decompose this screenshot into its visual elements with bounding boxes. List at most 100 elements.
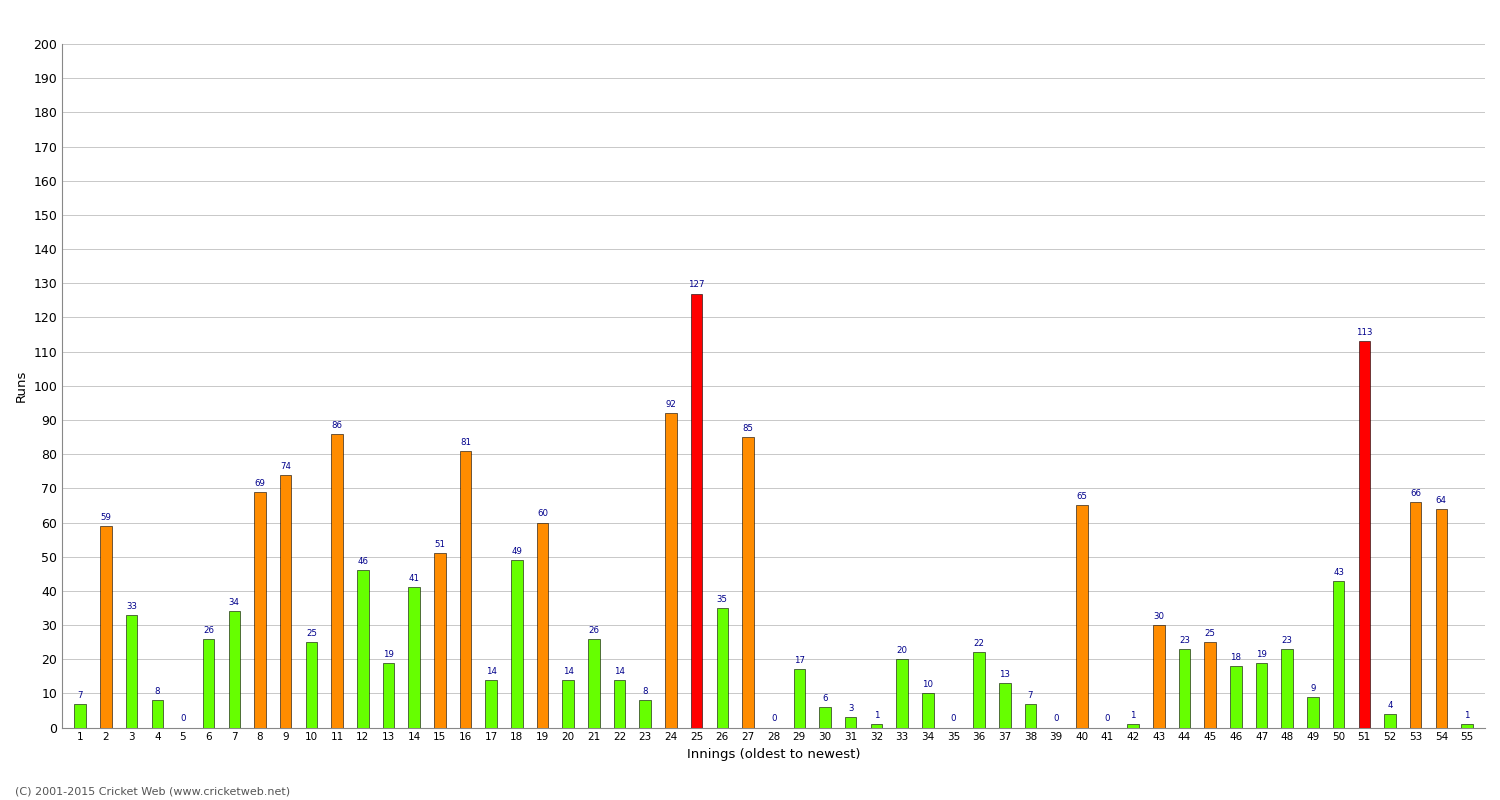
Bar (433, 554, 445, 727)
Text: 10: 10 (922, 680, 933, 690)
Bar (1384, 714, 1396, 727)
Text: 22: 22 (974, 639, 984, 648)
Text: 19: 19 (382, 650, 394, 658)
Bar (1334, 581, 1344, 727)
Text: 34: 34 (230, 598, 240, 607)
Text: 127: 127 (688, 281, 705, 290)
Bar (1024, 704, 1036, 727)
Text: 4: 4 (1388, 701, 1392, 710)
Bar (562, 680, 574, 727)
Text: 49: 49 (512, 547, 522, 556)
Bar (1436, 509, 1448, 727)
Text: 3: 3 (847, 704, 853, 714)
Text: 0: 0 (771, 714, 777, 723)
Text: 7: 7 (1028, 690, 1033, 699)
Bar (742, 437, 753, 727)
Bar (1230, 666, 1242, 727)
Text: 1: 1 (873, 711, 879, 720)
Text: 7: 7 (78, 690, 82, 699)
Text: 20: 20 (897, 646, 908, 655)
Bar (1204, 642, 1216, 727)
Bar (692, 294, 702, 727)
Bar (1359, 342, 1370, 727)
Text: 43: 43 (1334, 567, 1344, 577)
Text: 1: 1 (1131, 711, 1136, 720)
Bar (870, 724, 882, 727)
Bar (717, 608, 728, 727)
Bar (588, 638, 600, 727)
Text: 8: 8 (642, 687, 648, 696)
Bar (664, 413, 676, 727)
Text: 14: 14 (562, 666, 573, 676)
Bar (1461, 724, 1473, 727)
Bar (1076, 506, 1088, 727)
Text: 64: 64 (1436, 496, 1448, 505)
Text: 14: 14 (614, 666, 626, 676)
Text: 86: 86 (332, 421, 342, 430)
Text: 1: 1 (1464, 711, 1470, 720)
Bar (1410, 502, 1422, 727)
Bar (332, 434, 344, 727)
Bar (280, 474, 291, 727)
Text: 13: 13 (999, 670, 1011, 679)
Text: 113: 113 (1356, 328, 1372, 338)
Bar (1154, 625, 1164, 727)
Text: 23: 23 (1179, 636, 1190, 645)
Bar (512, 560, 522, 727)
Bar (1281, 649, 1293, 727)
Bar (459, 450, 471, 727)
Bar (100, 526, 111, 727)
Text: 0: 0 (951, 714, 956, 723)
Bar (794, 670, 806, 727)
Bar (922, 694, 933, 727)
Text: 33: 33 (126, 602, 136, 610)
Bar (1306, 697, 1318, 727)
Bar (152, 700, 164, 727)
Bar (357, 570, 369, 727)
Text: 19: 19 (1256, 650, 1268, 658)
Text: 51: 51 (435, 540, 445, 549)
Text: 30: 30 (1154, 612, 1164, 621)
Text: 60: 60 (537, 510, 548, 518)
Bar (202, 638, 214, 727)
Text: 26: 26 (202, 626, 214, 634)
Text: 25: 25 (306, 629, 316, 638)
Bar (1179, 649, 1191, 727)
Bar (1256, 662, 1268, 727)
Text: 81: 81 (460, 438, 471, 446)
Text: 92: 92 (666, 400, 676, 409)
Text: 14: 14 (486, 666, 496, 676)
Text: 0: 0 (180, 714, 186, 723)
Bar (819, 707, 831, 727)
Text: 69: 69 (255, 478, 266, 488)
Bar (537, 522, 549, 727)
Text: 66: 66 (1410, 489, 1420, 498)
Text: 41: 41 (408, 574, 420, 583)
Bar (639, 700, 651, 727)
Bar (382, 662, 394, 727)
Text: 46: 46 (357, 558, 369, 566)
Bar (974, 652, 986, 727)
Text: 26: 26 (588, 626, 600, 634)
Bar (75, 704, 86, 727)
Bar (486, 680, 496, 727)
Bar (614, 680, 626, 727)
Text: 74: 74 (280, 462, 291, 470)
Text: (C) 2001-2015 Cricket Web (www.cricketweb.net): (C) 2001-2015 Cricket Web (www.cricketwe… (15, 786, 290, 796)
X-axis label: Innings (oldest to newest): Innings (oldest to newest) (687, 748, 861, 761)
Bar (844, 718, 856, 727)
Text: 25: 25 (1204, 629, 1215, 638)
Text: 9: 9 (1311, 684, 1316, 693)
Text: 85: 85 (742, 424, 753, 433)
Text: 17: 17 (794, 656, 806, 666)
Y-axis label: Runs: Runs (15, 370, 28, 402)
Bar (228, 611, 240, 727)
Text: 0: 0 (1053, 714, 1059, 723)
Text: 59: 59 (100, 513, 111, 522)
Bar (408, 587, 420, 727)
Bar (999, 683, 1011, 727)
Bar (255, 492, 266, 727)
Bar (1128, 724, 1138, 727)
Bar (126, 614, 138, 727)
Bar (897, 659, 908, 727)
